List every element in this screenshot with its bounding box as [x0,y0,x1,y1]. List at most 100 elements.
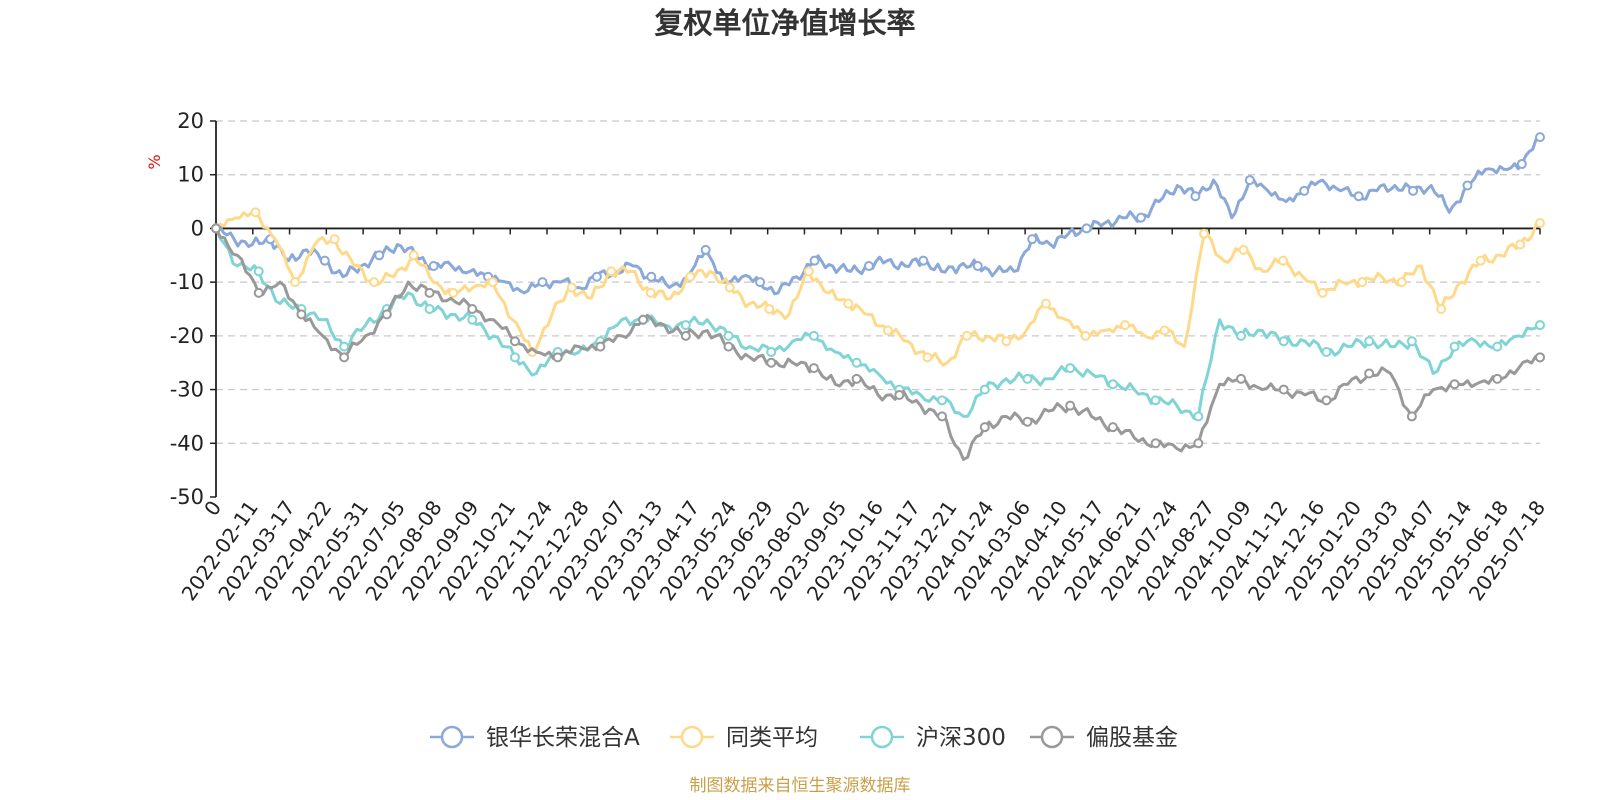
y-tick-label: -10 [170,270,204,294]
data-point [851,373,862,384]
data-point [211,223,221,234]
legend: 银华长荣混合A 同类平均 沪深300 偏股基金 [430,725,1178,751]
data-point [1353,191,1364,202]
data-point [922,352,933,363]
data-point [1278,384,1289,395]
data-point [428,261,439,272]
data-point [606,266,617,277]
legend-label: 沪深300 [916,725,1006,751]
series-1 [211,132,1545,296]
data-point [1107,422,1118,433]
series-2 [211,207,1545,367]
series-lines [211,132,1545,461]
data-point [937,395,948,406]
data-point [755,277,766,288]
data-point [638,314,649,325]
data-point [1081,223,1092,234]
data-point [979,384,990,395]
data-point [972,261,983,272]
data-point [1515,239,1526,250]
data-point [1107,379,1118,390]
legend-item-1[interactable]: 银华长荣混合A [430,725,640,751]
data-point [1001,336,1012,347]
data-point [1278,255,1289,266]
data-point [1193,438,1204,449]
data-point [1449,341,1460,352]
legend-marker [440,725,464,749]
data-point [552,352,563,363]
data-point [1244,175,1255,186]
data-point [1080,330,1091,341]
data-point [645,287,656,298]
legend-item-4[interactable]: 偏股基金 [1030,725,1178,751]
legend-label: 银华长荣混合A [486,725,640,751]
data-point [595,341,606,352]
legend-label: 同类平均 [726,725,818,751]
data-point [1317,287,1328,298]
data-point [1022,373,1033,384]
data-point [1436,304,1447,314]
data-point [1120,320,1131,331]
x-tick-label: 0 [199,496,226,520]
data-point [374,250,385,261]
series-line [215,135,1541,296]
data-point [537,277,548,288]
data-point [809,255,820,266]
series-4 [211,223,1545,461]
data-point [509,352,520,363]
series-line [214,227,1541,461]
legend-marker [870,725,894,749]
data-point [1321,346,1332,357]
data-point [851,357,862,368]
data-point [250,207,261,218]
data-point [1462,180,1473,191]
data-point [253,266,264,277]
data-point [808,330,819,341]
y-axis-unit: % [145,154,164,169]
grid-lines [216,120,1540,444]
data-point [509,336,520,347]
data-point [723,341,734,352]
legend-item-3[interactable]: 沪深300 [860,725,1006,751]
data-point [1150,395,1161,406]
data-point [448,287,459,298]
data-point [487,277,498,288]
data-point [253,287,264,298]
data-point [319,255,330,266]
data-point [646,271,657,282]
data-point [680,330,691,341]
data-point [339,341,350,352]
data-point [700,244,711,255]
data-point [1236,373,1247,384]
data-point [882,325,893,336]
data-point [408,250,419,261]
data-point [1406,336,1417,347]
data-point [685,271,696,282]
data-point [1278,336,1289,347]
data-point [290,277,301,288]
data-point [723,330,734,341]
data-point [1299,185,1310,196]
data-point [1027,234,1038,245]
legend-marker [1040,725,1064,749]
y-tick-label: 0 [191,216,204,240]
data-point [937,411,948,422]
data-point [1475,255,1486,266]
data-point [296,309,307,320]
data-point [329,234,340,245]
data-point [1449,379,1460,390]
data-point [680,320,691,331]
x-axis-ticks: 02022-02-112022-03-172022-04-222022-05-3… [177,228,1550,605]
y-tick-label: -20 [170,324,204,348]
data-point [566,282,577,293]
legend-item-2[interactable]: 同类平均 [670,725,818,751]
data-point [1159,325,1170,336]
data-point [424,287,435,298]
data-point [369,277,380,288]
y-tick-label: -50 [170,485,204,509]
data-point [467,304,478,314]
data-point [808,363,819,374]
data-point [424,304,435,314]
data-point [339,352,350,363]
data-point [1135,212,1146,223]
